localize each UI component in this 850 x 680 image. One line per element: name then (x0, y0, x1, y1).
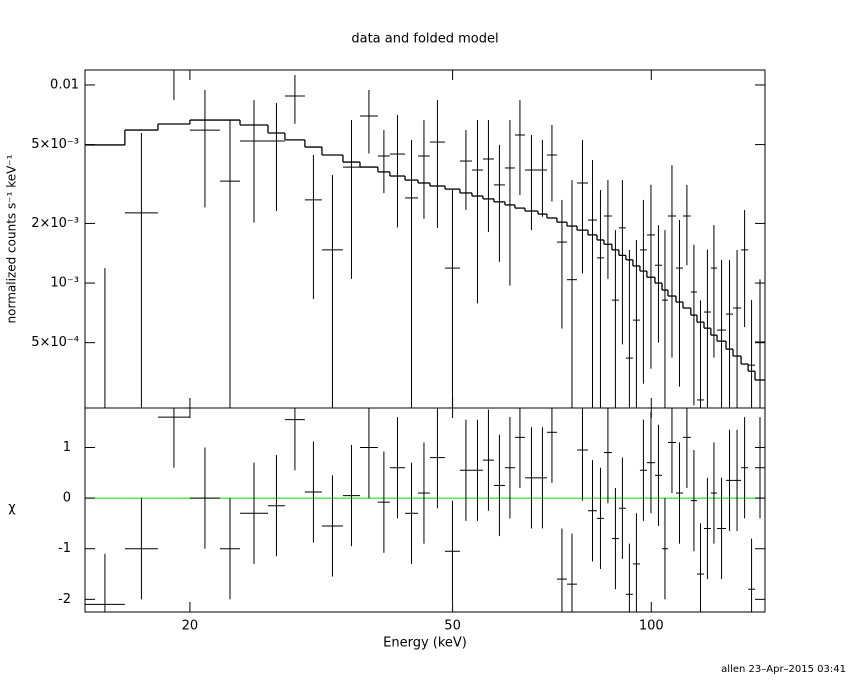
y-tick-label: 10⁻³ (50, 276, 79, 291)
x-tick-label: 20 (182, 619, 199, 634)
residual-y-tick-label: -1 (58, 541, 71, 556)
footer: allen 23–Apr–2015 03:41 (721, 664, 846, 675)
y-axis-label: normalized counts s⁻¹ keV⁻¹ (5, 154, 19, 323)
chart-title: data and folded model (351, 32, 498, 47)
residual-y-tick-label: 0 (63, 491, 71, 506)
residual-frame (84, 407, 766, 613)
residual-plot (85, 408, 765, 612)
y-tick-label: 5×10⁻⁴ (31, 335, 79, 350)
residual-y-axis-label: χ (8, 501, 16, 516)
x-tick-label: 100 (639, 619, 664, 634)
x-axis-label: Energy (keV) (383, 636, 467, 651)
residual-y-tick-label: -2 (58, 592, 71, 607)
x-tick-label: 50 (444, 619, 461, 634)
top-plot (85, 70, 765, 408)
residual-y-tick-label: 1 (63, 440, 71, 455)
top-frame (84, 69, 766, 409)
y-tick-label: 2×10⁻³ (31, 216, 79, 231)
y-tick-label: 0.01 (50, 77, 79, 92)
y-tick-label: 5×10⁻³ (31, 137, 79, 152)
